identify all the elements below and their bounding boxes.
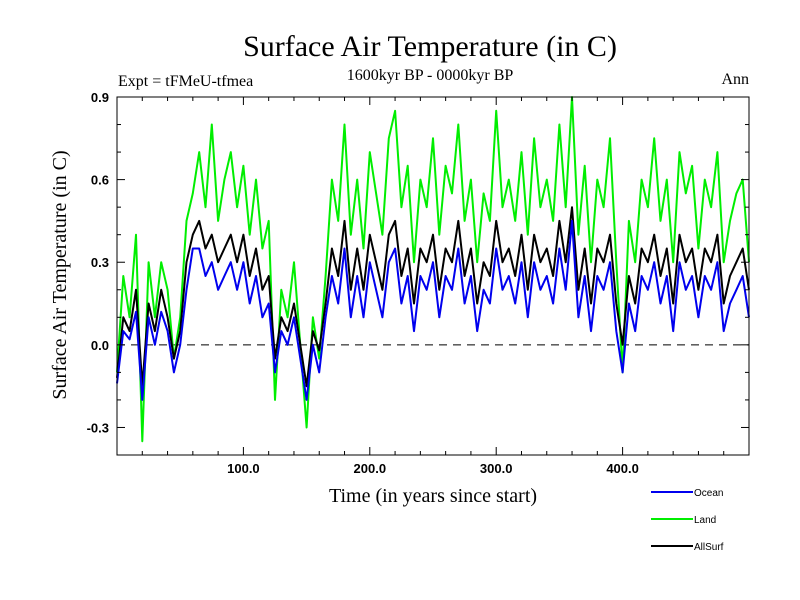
axis-layer: 100.0 200.0 300.0 400.0 -0.3 0.0 0.3 0.6 0.9 bbox=[87, 90, 750, 476]
y-axis-label: Surface Air Temperature (in C) bbox=[49, 150, 71, 399]
series-line-land bbox=[116, 96, 750, 443]
y-tick-label: 0.0 bbox=[91, 338, 109, 353]
legend-label-ocean: Ocean bbox=[694, 488, 723, 499]
y-tick-label: -0.3 bbox=[87, 420, 109, 435]
season-label: Ann bbox=[721, 71, 749, 88]
y-tick-label: 0.9 bbox=[91, 90, 109, 105]
y-tick-label: 0.3 bbox=[91, 255, 109, 270]
plot-frame bbox=[116, 96, 750, 456]
series-line-ocean bbox=[116, 219, 750, 401]
chart-subtitle: 1600kyr BP - 0000kyr BP bbox=[347, 67, 514, 84]
x-tick-label: 100.0 bbox=[227, 461, 260, 476]
y-tick-label: 0.6 bbox=[91, 173, 109, 188]
experiment-label: Expt = tFMeU-tfmea bbox=[118, 73, 253, 90]
series-layer bbox=[116, 96, 750, 443]
chart-title: Surface Air Temperature (in C) bbox=[243, 30, 617, 63]
legend-label-land: Land bbox=[694, 515, 716, 526]
series-line-allsurf bbox=[116, 206, 750, 388]
x-tick-label: 300.0 bbox=[480, 461, 513, 476]
legend-label-allsurf: AllSurf bbox=[694, 542, 724, 553]
x-tick-label: 200.0 bbox=[354, 461, 387, 476]
legend: Ocean Land AllSurf bbox=[651, 488, 724, 553]
x-tick-label: 400.0 bbox=[606, 461, 639, 476]
x-axis-label: Time (in years since start) bbox=[329, 485, 537, 507]
